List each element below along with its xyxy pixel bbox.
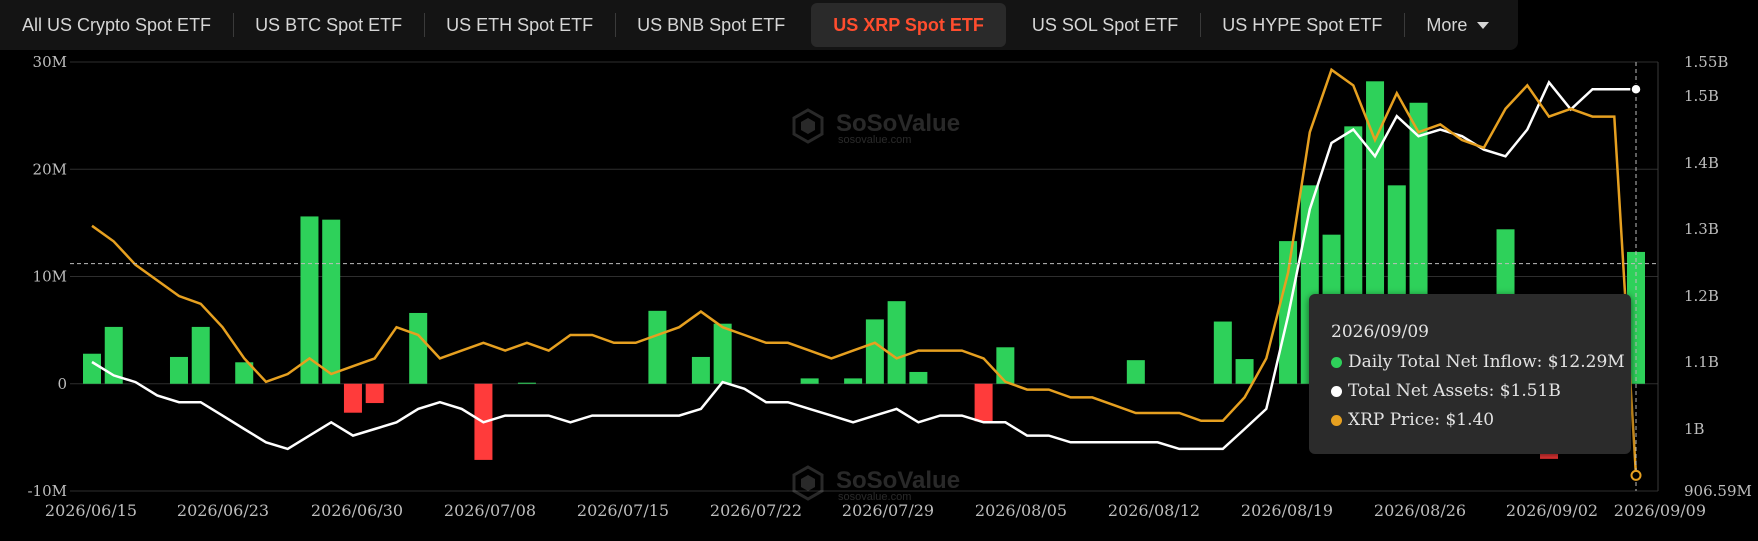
inflow-bar: [409, 312, 428, 384]
tooltip-row-price: XRP Price: $1.40: [1331, 410, 1494, 430]
watermark-brand: SoSoValue: [836, 110, 960, 137]
tab-label: US BNB Spot ETF: [637, 14, 786, 35]
data-tooltip: 2026/09/09 Daily Total Net Inflow: $12.2…: [1309, 294, 1631, 454]
inflow-bar: [713, 323, 732, 384]
inflow-bar: [300, 216, 319, 384]
y-left-tick-label: 30M: [33, 53, 67, 71]
inflow-bar: [343, 383, 362, 413]
x-tick-label: 2026/07/22: [710, 501, 802, 520]
inflow-bar: [996, 347, 1015, 384]
tab-label: US HYPE Spot ETF: [1222, 14, 1383, 35]
chevron-down-icon: [1477, 21, 1490, 29]
inflow-bar: [322, 219, 341, 384]
inflow-bar: [191, 326, 210, 384]
tab-us-hype-spot-etf[interactable]: US HYPE Spot ETF: [1200, 0, 1404, 50]
price-point-marker: [1630, 469, 1642, 481]
tab-label: US XRP Spot ETF: [833, 14, 984, 35]
x-tick-label: 2026/08/26: [1374, 501, 1466, 520]
inflow-bar: [800, 378, 819, 384]
inflow-bar: [104, 326, 123, 384]
x-tick-label: 2026/06/23: [177, 501, 269, 520]
y-right-tick-label: 1.5B: [1684, 87, 1719, 105]
y-right-tick-label: 1B: [1684, 420, 1705, 438]
watermark-site: sosovalue.com: [838, 491, 911, 503]
tab-us-sol-spot-etf[interactable]: US SOL Spot ETF: [1010, 0, 1200, 50]
inflow-bar: [235, 362, 254, 384]
tooltip-row-inflow: Daily Total Net Inflow: $12.29M: [1331, 352, 1625, 372]
watermark-logo-icon: [792, 465, 824, 501]
tab-us-eth-spot-etf[interactable]: US ETH Spot ETF: [424, 0, 615, 50]
total-net-assets-line: [91, 80, 1636, 451]
y-right-tick-label: 1.1B: [1684, 353, 1719, 371]
watermarks: SoSoValue sosovalue.com SoSoValue sosova…: [792, 108, 960, 503]
x-axis-labels: 2026/06/15 2026/06/23 2026/06/30 2026/07/08…: [45, 501, 1706, 520]
tab-label: US BTC Spot ETF: [255, 14, 403, 35]
xrp-price-line: [91, 67, 1638, 476]
tab-label: All US Crypto Spot ETF: [22, 14, 212, 35]
inflow-bar: [365, 383, 384, 404]
x-tick-label: 2026/07/08: [444, 501, 536, 520]
inflow-bar: [1213, 321, 1232, 384]
inflow-bar: [865, 319, 884, 384]
x-tick-label: 2026/07/15: [577, 501, 669, 520]
inflow-bar: [1126, 360, 1145, 384]
inflow-bar: [517, 382, 536, 384]
x-tick-label: 2026/08/12: [1108, 501, 1200, 520]
y-right-tick-label: 1.55B: [1684, 53, 1728, 71]
y-left-tick-label: 0: [57, 375, 67, 393]
more-dropdown-button[interactable]: More: [1404, 0, 1511, 50]
y-right-tick-label: 1.3B: [1684, 220, 1719, 238]
x-tick-label: 2026/08/05: [975, 501, 1067, 520]
inflow-bar: [169, 356, 188, 384]
y-left-tick-label: 10M: [33, 268, 67, 286]
etf-tab-bar: All US Crypto Spot ETF US BTC Spot ETF U…: [0, 0, 1518, 50]
inflow-bar: [887, 301, 906, 384]
tab-all-us-crypto-spot-etf[interactable]: All US Crypto Spot ETF: [0, 0, 233, 50]
x-tick-label: 2026/09/02: [1506, 501, 1598, 520]
tab-us-btc-spot-etf[interactable]: US BTC Spot ETF: [233, 0, 424, 50]
watermark-site: sosovalue.com: [838, 134, 911, 146]
tab-us-xrp-spot-etf[interactable]: US XRP Spot ETF: [811, 3, 1006, 47]
tooltip-date: 2026/09/09: [1331, 322, 1429, 342]
tab-label: US ETH Spot ETF: [446, 14, 594, 35]
inflow-bar: [1235, 359, 1254, 384]
y-right-tick-label: 1.4B: [1684, 154, 1719, 172]
x-tick-label: 2026/08/19: [1241, 501, 1333, 520]
inflow-bar: [648, 310, 667, 384]
y-axis-labels: 30M 20M 10M 0 -10M 1.55B 1.5B 1.4B 1.3B 1.2B 1.1B 1…: [27, 53, 1751, 500]
y-right-tick-label: 906.59M: [1684, 482, 1752, 500]
inflow-bars: [83, 81, 1645, 460]
y-left-tick-label: -10M: [27, 482, 67, 500]
tab-us-bnb-spot-etf[interactable]: US BNB Spot ETF: [615, 0, 807, 50]
x-tick-label: 2026/09/09: [1614, 501, 1706, 520]
assets-point-marker: [1630, 83, 1642, 95]
tab-label: US SOL Spot ETF: [1031, 14, 1179, 35]
x-tick-label: 2026/06/15: [45, 501, 137, 520]
inflow-bar: [691, 356, 710, 384]
y-right-tick-label: 1.2B: [1684, 287, 1719, 305]
orange-dot-icon: [1331, 414, 1342, 426]
y-left-tick-label: 20M: [33, 160, 67, 178]
tooltip-assets-text: Total Net Assets: $1.51B: [1348, 381, 1561, 401]
watermark-brand: SoSoValue: [836, 467, 960, 494]
x-tick-label: 2026/06/30: [311, 501, 403, 520]
inflow-bar: [974, 383, 993, 422]
more-label: More: [1426, 14, 1468, 35]
inflow-bar: [909, 371, 928, 384]
x-tick-label: 2026/07/29: [842, 501, 934, 520]
tooltip-inflow-text: Daily Total Net Inflow: $12.29M: [1348, 352, 1625, 372]
watermark-logo-icon: [792, 108, 824, 144]
crosshair: [70, 62, 1658, 491]
white-dot-icon: [1331, 385, 1342, 397]
inflow-bar: [844, 378, 863, 384]
green-dot-icon: [1331, 356, 1342, 368]
tooltip-row-assets: Total Net Assets: $1.51B: [1331, 381, 1561, 401]
inflow-bar: [83, 353, 101, 384]
tooltip-price-text: XRP Price: $1.40: [1348, 410, 1495, 430]
